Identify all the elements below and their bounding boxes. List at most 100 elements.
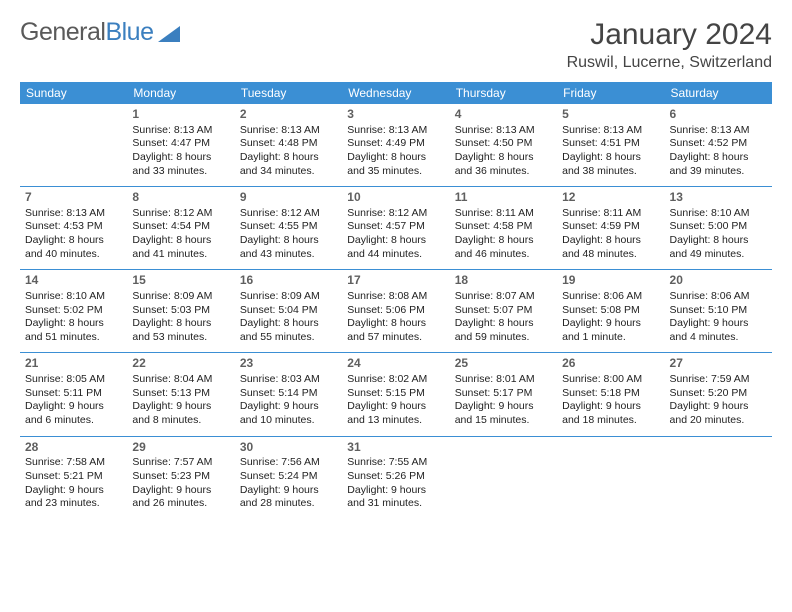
sunset-text: Sunset: 5:24 PM bbox=[240, 470, 337, 484]
weekday-header: Thursday bbox=[450, 82, 557, 104]
day-number: 7 bbox=[25, 190, 122, 206]
sunset-text: Sunset: 5:11 PM bbox=[25, 387, 122, 401]
daylight-text: and 4 minutes. bbox=[670, 331, 767, 345]
sunrise-text: Sunrise: 8:09 AM bbox=[132, 290, 229, 304]
daylight-text: and 46 minutes. bbox=[455, 248, 552, 262]
daylight-text: and 34 minutes. bbox=[240, 165, 337, 179]
calendar-week-row: 14Sunrise: 8:10 AMSunset: 5:02 PM Dayligh… bbox=[20, 270, 772, 353]
calendar-table: Sunday Monday Tuesday Wednesday Thursday… bbox=[20, 82, 772, 519]
sunrise-text: Sunrise: 8:06 AM bbox=[670, 290, 767, 304]
day-number: 20 bbox=[670, 273, 767, 289]
weekday-header: Sunday bbox=[20, 82, 127, 104]
sunset-text: Sunset: 4:55 PM bbox=[240, 220, 337, 234]
daylight-text: and 57 minutes. bbox=[347, 331, 444, 345]
day-number: 30 bbox=[240, 440, 337, 456]
daylight-text: Daylight: 9 hours bbox=[347, 400, 444, 414]
sunset-text: Sunset: 4:49 PM bbox=[347, 137, 444, 151]
calendar-cell bbox=[665, 436, 772, 519]
sunrise-text: Sunrise: 8:01 AM bbox=[455, 373, 552, 387]
sunrise-text: Sunrise: 8:07 AM bbox=[455, 290, 552, 304]
calendar-cell: 13Sunrise: 8:10 AMSunset: 5:00 PMDayligh… bbox=[665, 187, 772, 270]
day-number: 19 bbox=[562, 273, 659, 289]
day-number: 22 bbox=[132, 356, 229, 372]
daylight-text: Daylight: 8 hours bbox=[670, 151, 767, 165]
daylight-text: Daylight: 8 hours bbox=[347, 317, 444, 331]
sunset-text: Sunset: 5:03 PM bbox=[132, 304, 229, 318]
day-number: 11 bbox=[455, 190, 552, 206]
calendar-cell: 1Sunrise: 8:13 AMSunset: 4:47 PMDaylight… bbox=[127, 104, 234, 187]
sunset-text: Sunset: 4:53 PM bbox=[25, 220, 122, 234]
daylight-text: and 48 minutes. bbox=[562, 248, 659, 262]
calendar-cell: 12Sunrise: 8:11 AMSunset: 4:59 PMDayligh… bbox=[557, 187, 664, 270]
daylight-text: and 28 minutes. bbox=[240, 497, 337, 511]
calendar-cell: 27Sunrise: 7:59 AMSunset: 5:20 PMDayligh… bbox=[665, 353, 772, 436]
sunset-text: Sunset: 5:13 PM bbox=[132, 387, 229, 401]
sunset-text: Sunset: 4:47 PM bbox=[132, 137, 229, 151]
logo-triangle-icon bbox=[158, 24, 180, 42]
day-number: 25 bbox=[455, 356, 552, 372]
calendar-cell: 22Sunrise: 8:04 AMSunset: 5:13 PMDayligh… bbox=[127, 353, 234, 436]
day-number: 12 bbox=[562, 190, 659, 206]
sunset-text: Sunset: 5:02 PM bbox=[25, 304, 122, 318]
sunrise-text: Sunrise: 8:12 AM bbox=[240, 207, 337, 221]
weekday-header: Friday bbox=[557, 82, 664, 104]
calendar-cell bbox=[450, 436, 557, 519]
calendar-cell: 21Sunrise: 8:05 AMSunset: 5:11 PMDayligh… bbox=[20, 353, 127, 436]
day-number: 31 bbox=[347, 440, 444, 456]
sunrise-text: Sunrise: 7:58 AM bbox=[25, 456, 122, 470]
sunrise-text: Sunrise: 7:59 AM bbox=[670, 373, 767, 387]
sunset-text: Sunset: 4:57 PM bbox=[347, 220, 444, 234]
daylight-text: and 36 minutes. bbox=[455, 165, 552, 179]
day-number: 2 bbox=[240, 107, 337, 123]
sunrise-text: Sunrise: 8:04 AM bbox=[132, 373, 229, 387]
sunrise-text: Sunrise: 8:10 AM bbox=[670, 207, 767, 221]
sunrise-text: Sunrise: 8:09 AM bbox=[240, 290, 337, 304]
day-number: 3 bbox=[347, 107, 444, 123]
daylight-text: and 8 minutes. bbox=[132, 414, 229, 428]
calendar-cell: 18Sunrise: 8:07 AMSunset: 5:07 PMDayligh… bbox=[450, 270, 557, 353]
title-block: January 2024 Ruswil, Lucerne, Switzerlan… bbox=[567, 18, 772, 72]
sunset-text: Sunset: 5:06 PM bbox=[347, 304, 444, 318]
sunrise-text: Sunrise: 8:13 AM bbox=[347, 124, 444, 138]
calendar-cell: 11Sunrise: 8:11 AMSunset: 4:58 PMDayligh… bbox=[450, 187, 557, 270]
daylight-text: and 39 minutes. bbox=[670, 165, 767, 179]
daylight-text: and 10 minutes. bbox=[240, 414, 337, 428]
day-number: 16 bbox=[240, 273, 337, 289]
day-number: 13 bbox=[670, 190, 767, 206]
daylight-text: Daylight: 9 hours bbox=[132, 484, 229, 498]
calendar-cell: 10Sunrise: 8:12 AMSunset: 4:57 PMDayligh… bbox=[342, 187, 449, 270]
sunrise-text: Sunrise: 8:13 AM bbox=[240, 124, 337, 138]
calendar-cell bbox=[20, 104, 127, 187]
sunrise-text: Sunrise: 8:12 AM bbox=[347, 207, 444, 221]
daylight-text: and 53 minutes. bbox=[132, 331, 229, 345]
day-number: 4 bbox=[455, 107, 552, 123]
daylight-text: Daylight: 8 hours bbox=[455, 317, 552, 331]
daylight-text: Daylight: 8 hours bbox=[240, 151, 337, 165]
calendar-week-row: 1 Sunrise: 8:13 AM Sunset: 4:47 PM Daylight… bbox=[20, 104, 772, 187]
sunset-text: Sunset: 5:00 PM bbox=[670, 220, 767, 234]
daylight-text: and 41 minutes. bbox=[132, 248, 229, 262]
daylight-text: and 6 minutes. bbox=[25, 414, 122, 428]
daylight-text: and 43 minutes. bbox=[240, 248, 337, 262]
daylight-text: Daylight: 9 hours bbox=[240, 400, 337, 414]
day-number: 8 bbox=[132, 190, 229, 206]
daylight-text: Daylight: 8 hours bbox=[562, 234, 659, 248]
day-number: 21 bbox=[25, 356, 122, 372]
header: GeneralBlue January 2024 Ruswil, Lucerne… bbox=[20, 18, 772, 72]
day-number: 14 bbox=[25, 273, 122, 289]
sunrise-text: Sunrise: 7:56 AM bbox=[240, 456, 337, 470]
calendar-cell: 30Sunrise: 7:56 AMSunset: 5:24 PMDayligh… bbox=[235, 436, 342, 519]
sunrise-text: Sunrise: 7:55 AM bbox=[347, 456, 444, 470]
calendar-cell: 7Sunrise: 8:13 AMSunset: 4:53 PMDaylight… bbox=[20, 187, 127, 270]
daylight-text: Daylight: 9 hours bbox=[25, 484, 122, 498]
calendar-cell: 8Sunrise: 8:12 AMSunset: 4:54 PMDaylight… bbox=[127, 187, 234, 270]
calendar-cell: 15Sunrise: 8:09 AMSunset: 5:03 PMDayligh… bbox=[127, 270, 234, 353]
sunrise-text: Sunrise: 8:10 AM bbox=[25, 290, 122, 304]
weekday-header: Saturday bbox=[665, 82, 772, 104]
daylight-text: Daylight: 8 hours bbox=[562, 151, 659, 165]
day-number: 1 bbox=[132, 107, 229, 123]
calendar-cell: 3Sunrise: 8:13 AMSunset: 4:49 PMDaylight… bbox=[342, 104, 449, 187]
daylight-text: and 49 minutes. bbox=[670, 248, 767, 262]
daylight-text: and 1 minute. bbox=[562, 331, 659, 345]
calendar-cell: 25Sunrise: 8:01 AMSunset: 5:17 PMDayligh… bbox=[450, 353, 557, 436]
